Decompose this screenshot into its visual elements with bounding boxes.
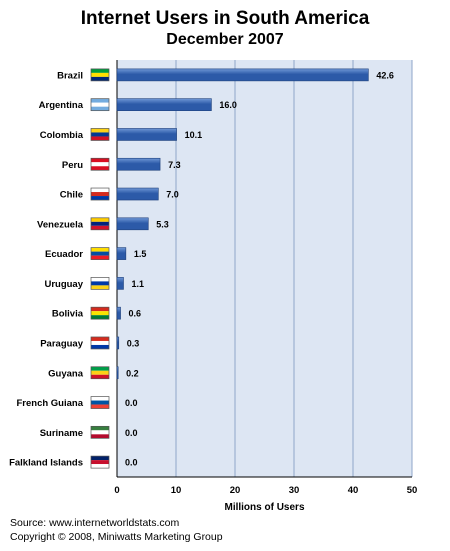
flag-icon — [90, 277, 110, 290]
category-label: Suriname — [40, 428, 83, 439]
flag-icon — [90, 425, 110, 439]
copyright-note: Copyright © 2008, Miniwatts Marketing Gr… — [10, 531, 223, 543]
flag-icon — [90, 366, 110, 380]
value-label: 7.0 — [166, 190, 179, 200]
value-label: 16.0 — [219, 100, 237, 110]
plot-area — [117, 60, 412, 477]
category-label: Uruguay — [44, 279, 83, 290]
flag-icon — [90, 396, 110, 409]
bar — [116, 247, 127, 260]
bar — [116, 68, 369, 82]
bar — [116, 128, 177, 141]
category-label: Brazil — [57, 70, 83, 81]
flag-icon — [90, 98, 110, 112]
flag-icon — [90, 217, 110, 231]
category-label: Argentina — [39, 100, 84, 111]
bar — [116, 366, 119, 380]
category-label: Guyana — [48, 368, 84, 379]
x-axis-title: Millions of Users — [224, 502, 304, 513]
x-tick-label: 30 — [289, 485, 300, 496]
bar — [116, 187, 159, 201]
value-label: 0.6 — [129, 309, 142, 319]
flag-icon — [90, 187, 110, 201]
flag-icon — [90, 455, 110, 469]
flag-icon — [90, 306, 110, 320]
chart-subtitle: December 2007 — [166, 31, 284, 48]
bar — [116, 277, 124, 290]
bar — [116, 217, 149, 231]
x-tick-label: 20 — [230, 485, 241, 496]
category-label: Colombia — [40, 130, 84, 141]
bar — [116, 157, 161, 171]
source-note: Source: www.internetworldstats.com — [10, 517, 180, 529]
chart-title: Internet Users in South America — [80, 8, 370, 29]
category-label: Ecuador — [45, 249, 83, 260]
category-label: Paraguay — [40, 338, 83, 349]
value-label: 0.3 — [127, 338, 140, 348]
category-label: Chile — [60, 190, 83, 201]
value-label: 1.1 — [131, 279, 144, 289]
x-tick-label: 50 — [407, 485, 418, 496]
value-label: 1.5 — [134, 249, 147, 259]
category-label: Falkland Islands — [9, 458, 83, 469]
x-tick-label: 40 — [348, 485, 359, 496]
value-label: 42.6 — [376, 70, 394, 80]
value-label: 7.3 — [168, 160, 181, 170]
flag-icon — [90, 247, 110, 260]
category-label: French Guiana — [16, 398, 83, 409]
category-label: Venezuela — [37, 219, 84, 230]
value-label: 10.1 — [185, 130, 203, 140]
x-tick-label: 0 — [114, 485, 119, 496]
category-label: Peru — [62, 160, 83, 171]
value-label: 0.0 — [125, 458, 138, 468]
flag-icon — [90, 68, 110, 82]
x-tick-label: 10 — [171, 485, 182, 496]
value-label: 0.0 — [125, 428, 138, 438]
value-label: 5.3 — [156, 219, 169, 229]
flag-icon — [90, 157, 110, 171]
flag-icon — [90, 128, 110, 141]
value-label: 0.0 — [125, 398, 138, 408]
bar — [116, 336, 120, 350]
flag-icon — [90, 336, 110, 350]
bar — [116, 98, 212, 111]
category-label: Bolivia — [52, 309, 84, 320]
value-label: 0.2 — [126, 368, 139, 378]
bar — [116, 306, 121, 320]
